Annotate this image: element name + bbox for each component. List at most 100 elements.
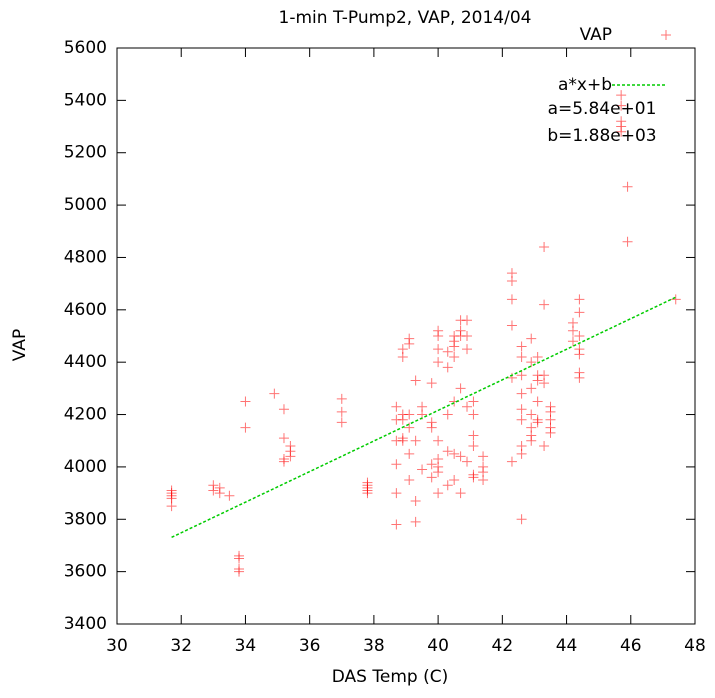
point (455, 451, 466, 462)
point (433, 357, 444, 368)
point (516, 414, 527, 425)
annotation: b=1.88e+03 (547, 126, 656, 146)
point (670, 294, 681, 305)
point (410, 375, 421, 386)
point (442, 480, 453, 491)
point (539, 241, 550, 252)
x-tick-label: 48 (684, 636, 706, 656)
point (166, 485, 177, 496)
point (426, 422, 437, 433)
point (462, 331, 473, 341)
point (468, 472, 479, 483)
point (622, 236, 633, 247)
point (574, 349, 585, 360)
point (506, 320, 517, 331)
point (567, 325, 578, 336)
y-tick-label: 4600 (64, 300, 107, 320)
y-tick-label: 3800 (64, 509, 107, 529)
plot-frame (116, 47, 696, 625)
x-axis-label: DAS Temp (C) (332, 667, 448, 687)
point (234, 564, 245, 575)
point (526, 383, 537, 394)
point (506, 456, 517, 467)
point (336, 417, 347, 428)
point (278, 404, 289, 415)
point (468, 409, 479, 420)
point (269, 388, 280, 399)
point (574, 294, 585, 305)
point (278, 433, 289, 444)
y-tick-label: 5600 (64, 38, 107, 58)
point (240, 396, 251, 407)
y-tick-label: 5400 (64, 90, 107, 110)
y-tick-label: 3600 (64, 562, 107, 582)
point (462, 315, 473, 326)
x-tick-label: 40 (427, 636, 449, 656)
point (468, 430, 479, 441)
y-tick-label: 4800 (64, 247, 107, 267)
point (449, 475, 460, 485)
point (468, 396, 479, 407)
y-tick-label: 5000 (64, 195, 107, 215)
point (410, 435, 421, 446)
y-tick-label: 4000 (64, 457, 107, 477)
point (449, 351, 460, 362)
point (336, 406, 347, 417)
x-tick-label: 36 (299, 636, 321, 656)
point (539, 378, 550, 389)
point (442, 362, 453, 373)
point (516, 514, 527, 525)
point (455, 488, 466, 499)
point (433, 435, 444, 446)
point (426, 459, 437, 470)
point (616, 90, 627, 101)
point (532, 417, 543, 428)
x-tick-label: 30 (106, 636, 128, 656)
point (234, 553, 245, 564)
point (516, 341, 527, 352)
point (574, 307, 585, 318)
point (278, 456, 289, 467)
point (336, 393, 347, 404)
point (516, 404, 527, 415)
point (516, 448, 527, 459)
point (433, 467, 444, 478)
point (462, 401, 473, 412)
point (516, 351, 527, 362)
legend-label: VAP (580, 25, 612, 45)
point (410, 495, 421, 506)
point (506, 276, 517, 287)
point (442, 446, 453, 457)
point (574, 372, 585, 383)
point (208, 485, 219, 496)
point (410, 516, 421, 527)
point (539, 440, 550, 451)
point (478, 451, 489, 462)
point (391, 459, 402, 470)
point (433, 331, 444, 341)
x-tick-label: 44 (556, 636, 578, 656)
point (516, 388, 527, 399)
point (404, 475, 415, 485)
fit-line (171, 296, 677, 539)
point (391, 519, 402, 530)
y-tick-label: 3400 (64, 614, 107, 634)
point (506, 294, 517, 305)
point (545, 427, 556, 438)
point (468, 440, 479, 451)
point (622, 181, 633, 192)
y-tick-label: 4400 (64, 352, 107, 372)
point (442, 409, 453, 420)
point (526, 333, 537, 344)
x-tick-label: 42 (492, 636, 514, 656)
point (478, 475, 489, 485)
point (404, 448, 415, 459)
point (391, 488, 402, 499)
x-tick-label: 34 (235, 636, 257, 656)
point (391, 401, 402, 412)
point (574, 331, 585, 341)
point (417, 464, 428, 475)
y-tick-label: 4200 (64, 405, 107, 425)
